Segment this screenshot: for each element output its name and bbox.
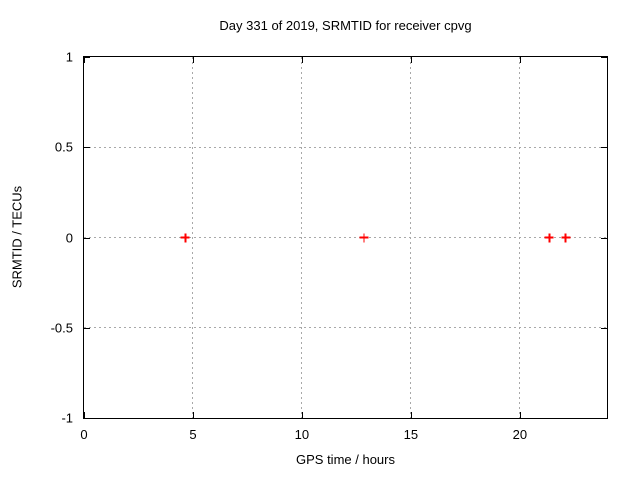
plus-marker-vbar bbox=[564, 233, 567, 242]
tick-mark bbox=[601, 57, 607, 58]
y-tick-label: 0 bbox=[65, 230, 73, 245]
y-tick-label: 0.5 bbox=[54, 139, 73, 155]
tick-mark bbox=[84, 237, 90, 239]
data-point-marker bbox=[561, 233, 571, 242]
x-tick-label: 20 bbox=[512, 427, 528, 442]
plot-area: 0 5 10 15 20 -1 -0.5 0 0.5 1 bbox=[51, 50, 608, 442]
plus-marker-vbar bbox=[184, 233, 187, 242]
y-axis-label: SRMTID / TECUs bbox=[9, 185, 25, 289]
data-point-marker bbox=[180, 233, 190, 242]
gridline-horizontal bbox=[84, 327, 607, 329]
gridline-horizontal bbox=[84, 146, 607, 148]
tick-mark bbox=[301, 57, 303, 63]
x-tick-label: 0 bbox=[80, 427, 88, 442]
y-tick-label: -1 bbox=[61, 410, 73, 426]
tick-mark bbox=[410, 412, 412, 418]
x-tick-label: 15 bbox=[403, 427, 419, 442]
tick-mark bbox=[84, 57, 85, 63]
data-point-marker bbox=[544, 233, 554, 242]
tick-mark bbox=[192, 412, 194, 418]
tick-mark bbox=[601, 418, 607, 419]
tick-mark bbox=[601, 237, 607, 239]
tick-mark bbox=[84, 327, 90, 329]
gridline-horizontal bbox=[84, 237, 607, 238]
x-axis-label: GPS time / hours bbox=[296, 452, 395, 467]
tick-mark bbox=[519, 412, 521, 418]
tick-mark bbox=[601, 327, 607, 329]
tick-mark bbox=[301, 412, 303, 418]
tick-mark bbox=[84, 57, 90, 58]
tick-mark bbox=[519, 57, 521, 63]
tick-mark bbox=[84, 418, 90, 419]
x-tick-label: 5 bbox=[189, 427, 197, 442]
tick-mark bbox=[192, 57, 194, 63]
y-tick-label: 1 bbox=[65, 49, 73, 65]
y-tick-label: -0.5 bbox=[50, 320, 73, 336]
plus-marker-vbar bbox=[363, 233, 365, 242]
chart-title: Day 331 of 2019, SRMTID for receiver cpv… bbox=[219, 18, 472, 33]
tick-mark bbox=[601, 147, 607, 149]
plus-marker-vbar bbox=[548, 233, 550, 242]
tick-mark bbox=[84, 147, 90, 149]
tick-mark bbox=[84, 412, 85, 418]
tick-mark bbox=[410, 57, 412, 63]
x-tick-label: 10 bbox=[294, 427, 310, 442]
data-point-marker bbox=[359, 233, 369, 242]
